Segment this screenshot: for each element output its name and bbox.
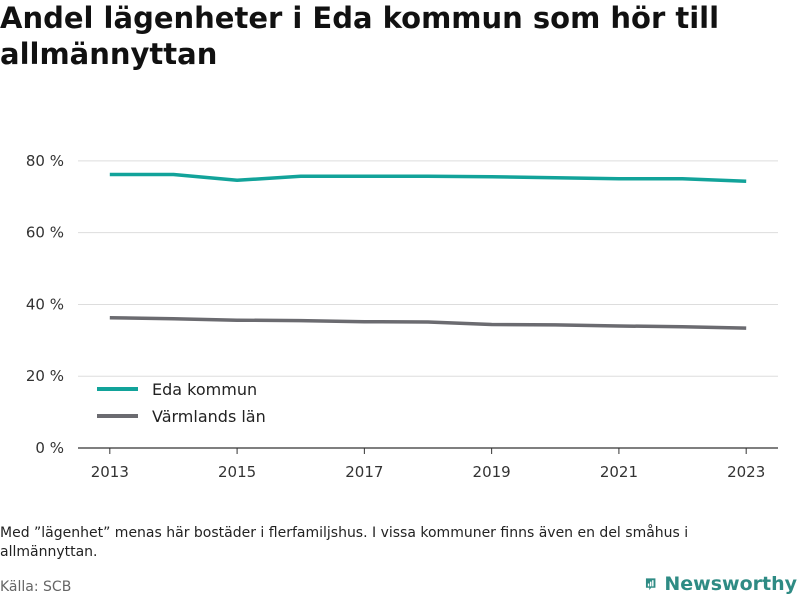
x-tick-label: 2023 xyxy=(727,463,765,481)
x-tick-label: 2013 xyxy=(91,463,129,481)
source-label: Källa: SCB xyxy=(0,579,72,595)
brand-logo[interactable]: Newsworthy xyxy=(645,569,797,599)
x-axis xyxy=(78,447,778,454)
x-tick-label: 2017 xyxy=(345,463,383,481)
y-tick-label: 80 % xyxy=(26,152,64,170)
grid-lines xyxy=(78,160,778,377)
newsworthy-logo-icon xyxy=(645,578,656,591)
x-tick-label: 2021 xyxy=(600,463,638,481)
footnote: Med ”lägenhet” menas här bostäder i fler… xyxy=(0,525,689,560)
y-tick-label: 40 % xyxy=(26,295,64,313)
y-tick-label: 0 % xyxy=(35,439,64,457)
series-lines xyxy=(109,172,747,330)
y-tick-label: 60 % xyxy=(26,224,64,242)
brand-name: Newsworthy xyxy=(664,573,797,595)
series-line-0 xyxy=(109,172,747,184)
legend: Eda kommun Värmlands län xyxy=(97,380,266,426)
chart-title: Andel lägenheter i Eda kommun som hör ti… xyxy=(0,1,720,71)
legend-label: Värmlands län xyxy=(152,407,266,426)
y-axis-tick-labels: 0 % 20 % 40 % 60 % 80 % xyxy=(26,152,64,457)
line-chart: 0 % 20 % 40 % 60 % 80 % 2013 2015 2017 2019 2021… xyxy=(26,152,778,481)
y-tick-label: 20 % xyxy=(26,367,64,385)
x-axis-tick-labels: 2013 2015 2017 2019 2021 2023 xyxy=(91,463,766,481)
x-tick-label: 2015 xyxy=(218,463,256,481)
x-tick-label: 2019 xyxy=(473,463,511,481)
series-line-1 xyxy=(109,315,747,330)
legend-label: Eda kommun xyxy=(152,380,257,399)
